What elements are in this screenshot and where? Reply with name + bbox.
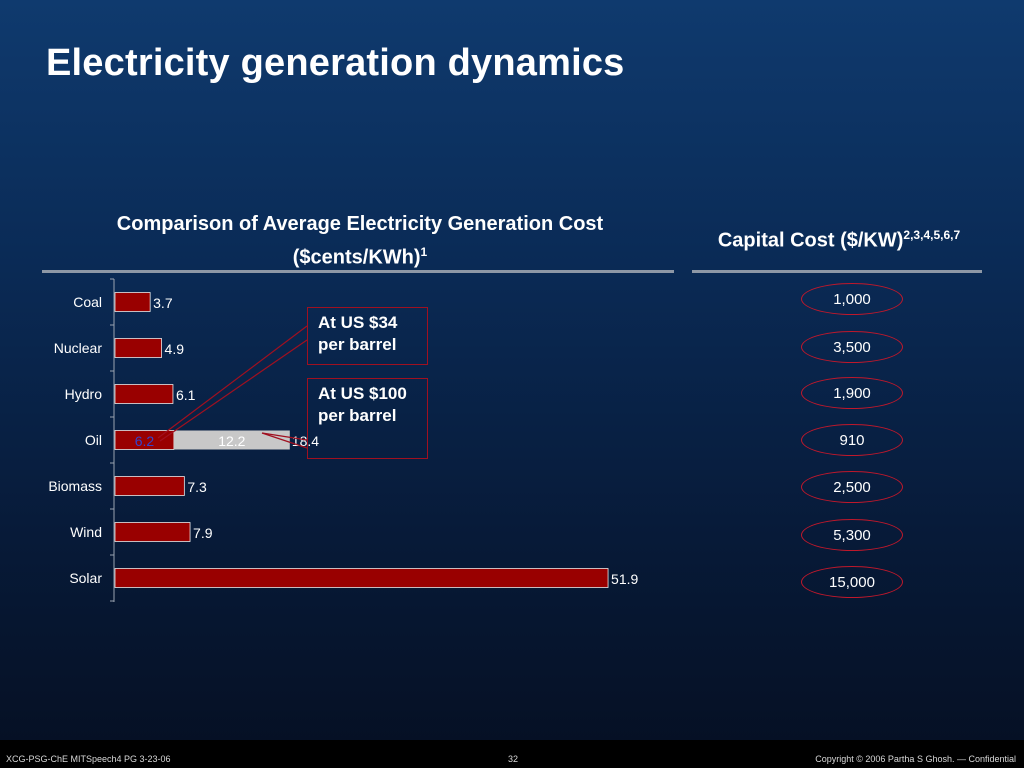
footer: XCG-PSG-ChE MITSpeech4 PG 3-23-06 32 Cop… [0, 740, 1024, 768]
category-label-oil: Oil [85, 432, 102, 448]
category-label-coal: Coal [73, 294, 102, 310]
capital-cost-item: 15,000 [801, 566, 903, 598]
page-number: 32 [508, 754, 518, 764]
callout-oil-34: At US $34 per barrel [307, 307, 428, 365]
bar-coal [115, 293, 150, 312]
data-label-solar: 51.9 [611, 571, 638, 587]
footer-copyright: Copyright © 2006 Partha S Ghosh. — Confi… [815, 754, 1016, 764]
data-label-wind: 7.9 [193, 525, 213, 541]
data-label-nuclear: 4.9 [165, 341, 185, 357]
callout-oil-100: At US $100 per barrel [307, 378, 428, 459]
bar-solar [115, 569, 608, 588]
capital-cost-item: 1,900 [801, 377, 903, 409]
category-label-biomass: Biomass [48, 478, 102, 494]
bar-biomass [115, 477, 184, 496]
capital-cost-item: 910 [801, 424, 903, 456]
bar-hydro [115, 385, 173, 404]
capital-cost-item: 2,500 [801, 471, 903, 503]
category-label-solar: Solar [69, 570, 102, 586]
data-label-coal: 3.7 [153, 295, 173, 311]
capital-cost-item: 1,000 [801, 283, 903, 315]
bar-nuclear [115, 339, 162, 358]
capital-cost-item: 3,500 [801, 331, 903, 363]
data-label-biomass: 7.3 [187, 479, 207, 495]
data-label-hydro: 6.1 [176, 387, 196, 403]
category-label-nuclear: Nuclear [54, 340, 103, 356]
category-label-wind: Wind [70, 524, 102, 540]
footer-left: XCG-PSG-ChE MITSpeech4 PG 3-23-06 [6, 754, 171, 764]
capital-cost-item: 5,300 [801, 519, 903, 551]
bar-wind [115, 523, 190, 542]
category-label-hydro: Hydro [65, 386, 103, 402]
data-label-oil-increment: 12.2 [218, 433, 245, 449]
data-label-oil-base: 6.2 [135, 433, 155, 449]
